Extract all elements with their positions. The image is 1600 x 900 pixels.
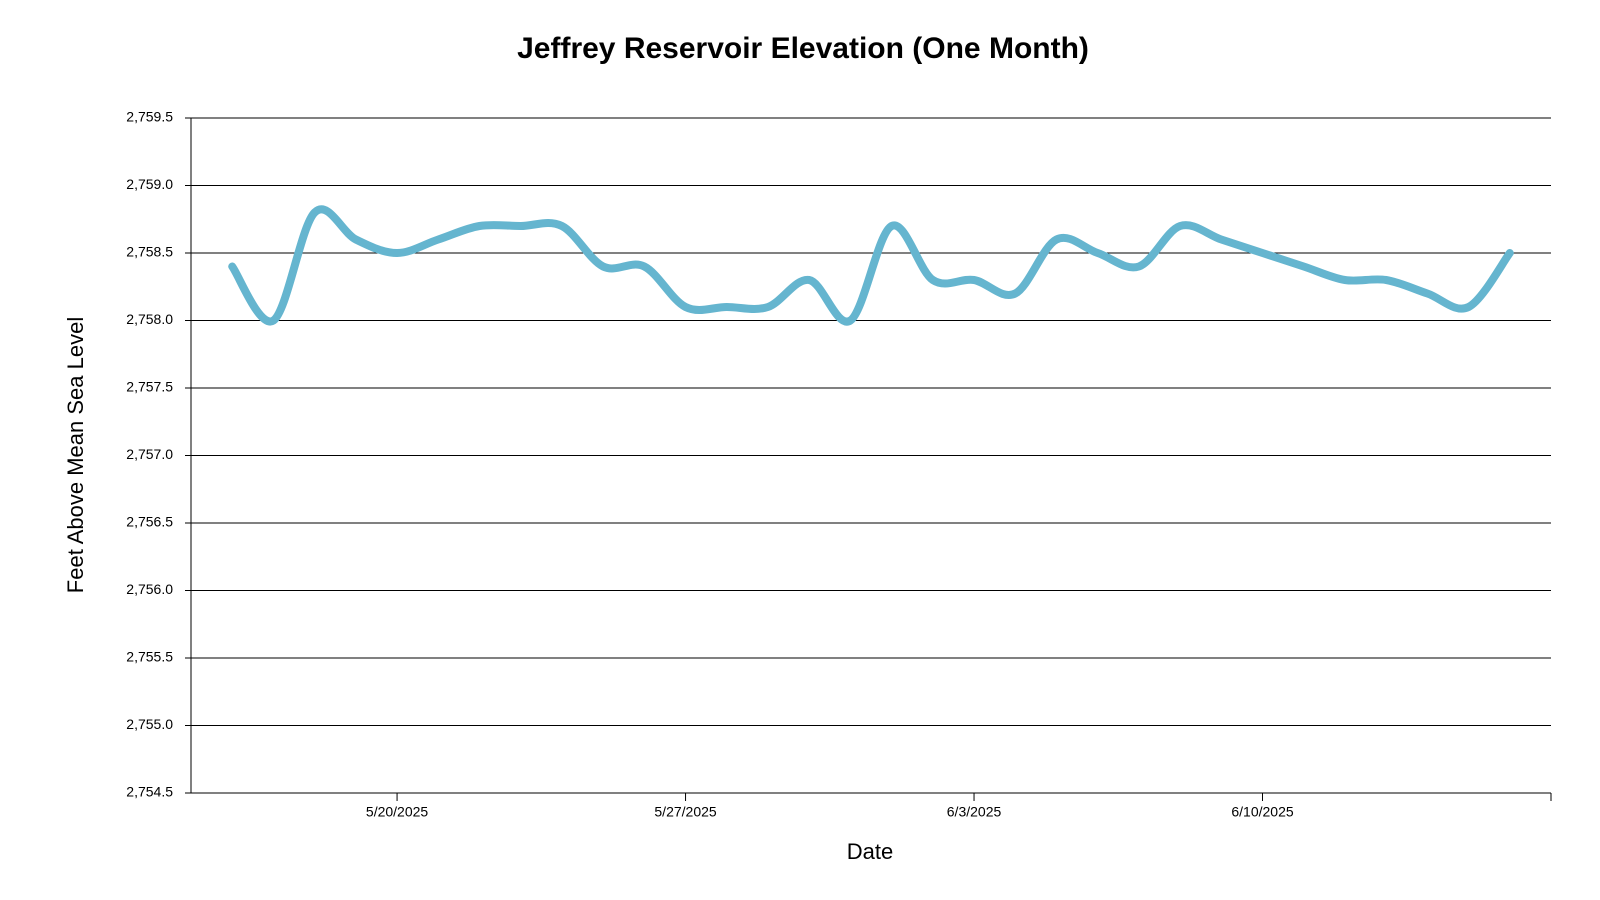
x-tick-label: 5/20/2025 (366, 804, 428, 820)
x-tick-label: 6/3/2025 (947, 804, 1002, 820)
x-tick-label: 5/27/2025 (654, 804, 716, 820)
y-tick-label: 2,757.0 (126, 446, 173, 462)
y-tick-label: 2,757.5 (126, 379, 173, 395)
y-tick-label: 2,759.0 (126, 176, 173, 192)
y-tick-label: 2,755.5 (126, 649, 173, 665)
y-tick-label: 2,754.5 (126, 784, 173, 800)
y-axis-title: Feet Above Mean Sea Level (63, 317, 88, 593)
y-tick-label: 2,758.0 (126, 311, 173, 327)
y-tick-label: 2,759.5 (126, 109, 173, 125)
chart-title: Jeffrey Reservoir Elevation (One Month) (517, 32, 1089, 65)
y-tick-label: 2,758.5 (126, 244, 173, 260)
line (228, 205, 1514, 326)
y-tick-label: 2,756.5 (126, 514, 173, 530)
x-axis-title: Date (847, 839, 893, 864)
x-tick-label: 6/10/2025 (1231, 804, 1293, 820)
y-tick-label: 2,756.0 (126, 581, 173, 597)
y-tick-label: 2,755.0 (126, 716, 173, 732)
